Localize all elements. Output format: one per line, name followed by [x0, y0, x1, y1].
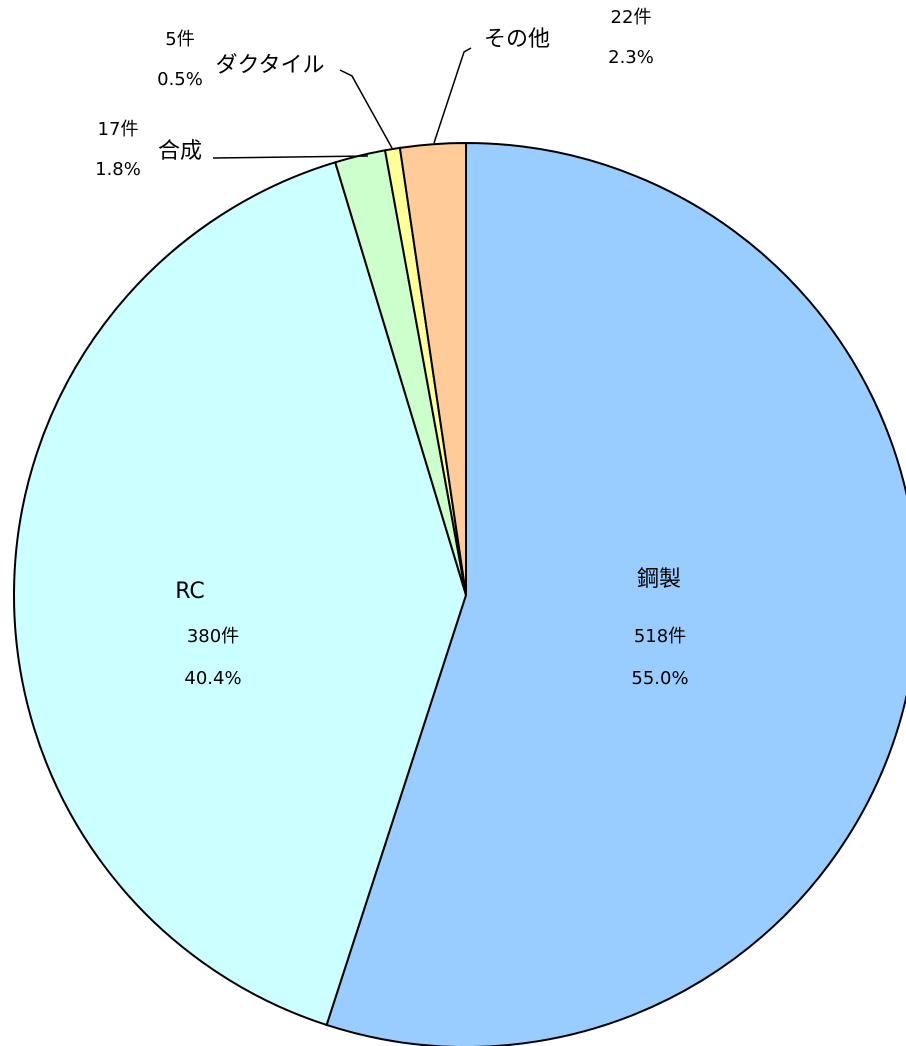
- leader-line: [433, 47, 472, 144]
- leader-line: [339, 69, 393, 149]
- category-label: 鋼製: [637, 567, 681, 592]
- value-label: 380件: [187, 626, 239, 647]
- pie-slice: [398, 141, 467, 596]
- percent-label: 55.0%: [631, 668, 688, 689]
- category-label: RC: [175, 579, 205, 604]
- value-label: 5件: [165, 29, 194, 50]
- category-label: ダクタイル: [215, 53, 324, 78]
- leader-line: [212, 155, 369, 159]
- percent-label: 40.4%: [184, 668, 241, 689]
- category-label: その他: [484, 27, 550, 52]
- pie-slice: [325, 141, 906, 1046]
- value-label: 22件: [611, 7, 652, 28]
- percent-label: 1.8%: [95, 159, 141, 180]
- pie-slice: [13, 161, 468, 1027]
- percent-label: 0.5%: [157, 69, 203, 90]
- percent-label: 2.3%: [608, 47, 654, 68]
- value-label: 518件: [634, 626, 686, 647]
- value-label: 17件: [98, 119, 139, 140]
- category-label: 合成: [158, 139, 202, 164]
